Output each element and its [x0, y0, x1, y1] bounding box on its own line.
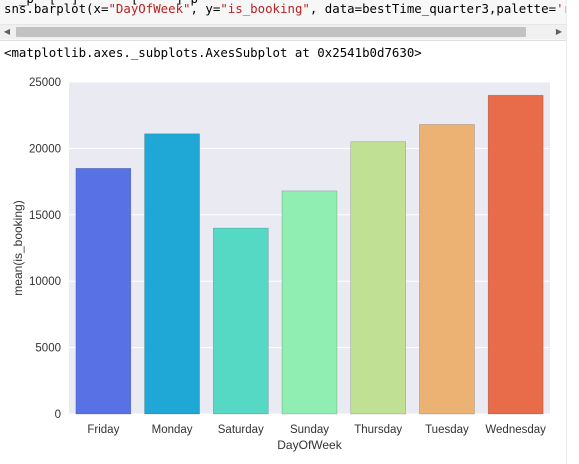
x-tick-label: Saturday — [218, 424, 264, 436]
code-mid1: , y= — [191, 1, 221, 16]
code-y-arg: "is_booking" — [220, 1, 310, 16]
bar-wednesday — [488, 95, 543, 414]
horizontal-scrollbar[interactable]: ◀ ▶ — [0, 24, 566, 39]
bar-saturday — [213, 228, 268, 414]
scroll-right-icon[interactable]: ▶ — [552, 25, 566, 39]
scrollbar-thumb[interactable] — [16, 27, 526, 37]
y-tick-label: 0 — [55, 409, 61, 421]
x-axis-label: DayOfWeek — [277, 438, 342, 452]
code-line[interactable]: sns.barplot(x="DayOfWeek", y="is_booking… — [4, 2, 579, 16]
y-tick-label: 15000 — [29, 210, 61, 222]
x-tick-label: Wednesday — [485, 424, 546, 436]
y-axis-label: mean(is_booking) — [11, 200, 25, 295]
scroll-left-icon[interactable]: ◀ — [0, 25, 14, 39]
vertical-scrollbar[interactable] — [566, 0, 579, 464]
bar-thursday — [351, 142, 406, 414]
y-tick-label: 25000 — [29, 77, 61, 89]
y-tick-label: 10000 — [29, 276, 61, 288]
code-cell[interactable]: _p [ ] [ ] p sns.barplot(x="DayOfWeek", … — [0, 0, 579, 41]
code-x-arg: "DayOfWeek" — [108, 1, 190, 16]
bar-friday — [76, 168, 131, 414]
x-tick-label: Monday — [152, 424, 193, 436]
x-tick-label: Thursday — [354, 424, 402, 436]
y-tick-labels: 0 5000 10000 15000 20000 25000 — [29, 77, 61, 421]
bar-monday — [145, 134, 200, 414]
code-prefix: sns.barplot(x= — [4, 1, 108, 16]
y-tick-label: 20000 — [29, 143, 61, 155]
x-tick-label: Tuesday — [425, 424, 469, 436]
x-tick-label: Friday — [87, 424, 119, 436]
bar-tuesday — [419, 124, 474, 414]
code-mid2: , data=bestTime_quarter3,palette= — [310, 1, 556, 16]
bar-sunday — [282, 191, 337, 414]
x-tick-labels: Friday Monday Saturday Sunday Thursday Tuesda… — [87, 424, 546, 436]
output-repr: <matplotlib.axes._subplots.AxesSubplot a… — [4, 45, 422, 60]
x-tick-label: Sunday — [290, 424, 329, 436]
y-tick-label: 5000 — [35, 343, 61, 355]
bar-chart: 0 5000 10000 15000 20000 25000 Friday Monday Sa… — [0, 70, 566, 464]
